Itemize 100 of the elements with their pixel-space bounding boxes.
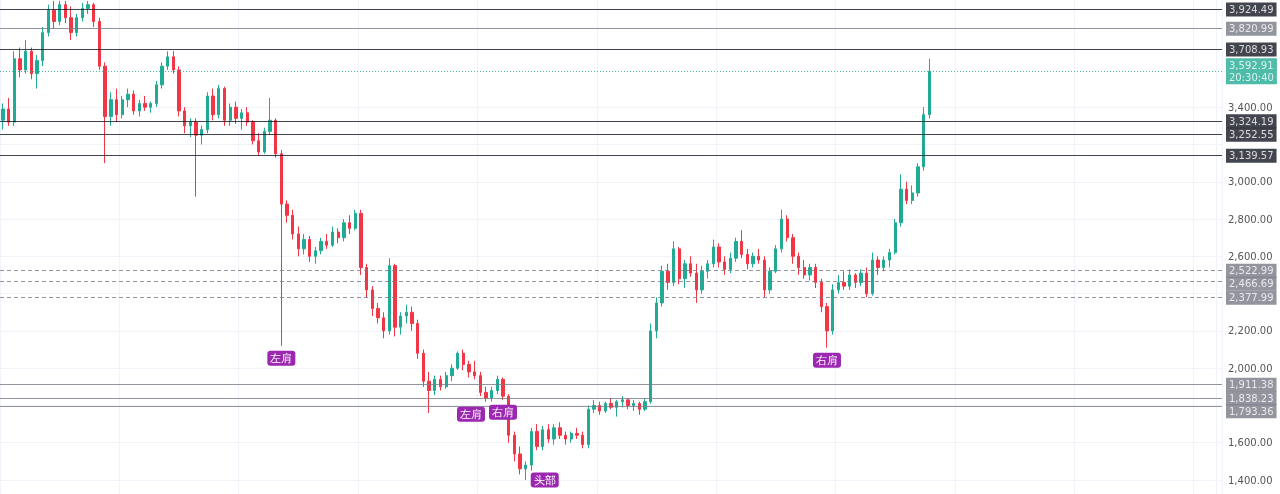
candlestick [570, 431, 573, 444]
candlestick [723, 255, 726, 276]
candlestick [103, 61, 107, 164]
candlestick [337, 227, 340, 244]
candlestick [371, 285, 374, 317]
candlestick [143, 95, 147, 112]
candlestick [115, 88, 118, 123]
candlestick [217, 84, 220, 119]
candlestick [416, 319, 419, 360]
ref-line-label: 3,592.91 20:30:40 [1229, 59, 1274, 83]
candlestick [518, 445, 522, 475]
candlestick [18, 47, 22, 78]
candlestick [706, 259, 709, 280]
candlestick [655, 296, 658, 339]
candlestick [359, 209, 363, 276]
candlestick [916, 162, 920, 198]
candlestick [558, 421, 562, 440]
y-tick-label: 1,600.00 [1228, 437, 1273, 449]
candlestick [575, 427, 579, 440]
candlestick [894, 218, 897, 255]
candlestick [695, 263, 698, 304]
candlestick [47, 4, 50, 37]
candlestick [479, 371, 482, 397]
candlestick [405, 304, 408, 324]
y-tick-label: 1,400.00 [1228, 474, 1273, 486]
candlestick [86, 0, 90, 15]
candlestick [496, 375, 499, 395]
candlestick [803, 259, 806, 280]
candlestick [132, 89, 135, 116]
candlestick [831, 283, 834, 336]
candlestick [882, 255, 885, 272]
candlestick [433, 375, 436, 396]
candlestick [410, 306, 414, 332]
candlestick [319, 237, 323, 255]
candlestick [229, 102, 232, 127]
candlestick [52, 0, 56, 30]
candlestick [75, 13, 78, 37]
candlestick [246, 106, 249, 127]
candlestick [712, 239, 715, 269]
candlestick [354, 209, 357, 231]
candlestick [58, 0, 61, 26]
candlestick [98, 17, 101, 71]
candlestick [456, 350, 459, 371]
candlestick [621, 395, 624, 408]
candlestick [376, 302, 380, 324]
candlestick [786, 214, 789, 242]
ref-line-label: 3,924.49 [1229, 3, 1274, 15]
candlestick [683, 259, 687, 289]
y-tick-label: 2,000.00 [1228, 362, 1273, 374]
candlestick [820, 278, 823, 313]
candlestick [700, 265, 704, 295]
candlestick [587, 404, 590, 449]
candlestick [297, 225, 300, 257]
candlestick [791, 233, 795, 265]
candlestick [547, 423, 550, 444]
candlestick [717, 242, 721, 269]
candlestick [189, 117, 192, 138]
candlestick [274, 117, 277, 159]
annotation: 右肩 [492, 405, 515, 419]
ref-line-label: 1,911.38 [1229, 379, 1274, 391]
candlestick [581, 431, 584, 449]
candlestick [729, 252, 732, 274]
candlestick [666, 263, 670, 291]
y-tick-label: 3,000.00 [1228, 176, 1273, 188]
candlestick [331, 225, 334, 248]
candlestick [837, 274, 840, 295]
ref-line-label: 3,708.93 [1229, 44, 1274, 56]
candlestick [382, 311, 385, 339]
candlestick [501, 376, 505, 401]
candlestick [825, 302, 829, 349]
candlestick [660, 265, 664, 308]
ref-line-label: 3,324.19 [1229, 115, 1274, 127]
candlestick [251, 119, 255, 145]
candlestick [393, 263, 397, 337]
ref-line-label: 1,838.23 [1229, 392, 1274, 404]
candlestick [365, 263, 368, 298]
candlestick [615, 399, 618, 418]
candlestick [462, 349, 465, 371]
ref-line-label: 3,252.55 [1229, 129, 1274, 141]
candlestick [268, 97, 272, 136]
ref-line-label: 3,139.57 [1229, 150, 1274, 162]
annotation: 头部 [533, 473, 556, 487]
candlestick [149, 101, 152, 114]
candlestick [842, 270, 846, 291]
y-tick-label: 2,200.00 [1228, 325, 1273, 337]
candlestick [200, 125, 203, 145]
candlestick [30, 47, 33, 80]
candlestick [541, 425, 544, 451]
annotation: 右肩 [815, 353, 838, 367]
candlestick [138, 99, 141, 118]
candlestick [768, 267, 772, 295]
candlestick [513, 431, 516, 462]
candlestick [445, 371, 448, 390]
candlestick [155, 80, 158, 108]
candlestick [888, 248, 891, 269]
candlestick [899, 173, 903, 227]
candlestick [92, 2, 95, 28]
candlestick [746, 248, 749, 270]
candlestick [922, 106, 925, 172]
candlestick [876, 255, 880, 276]
